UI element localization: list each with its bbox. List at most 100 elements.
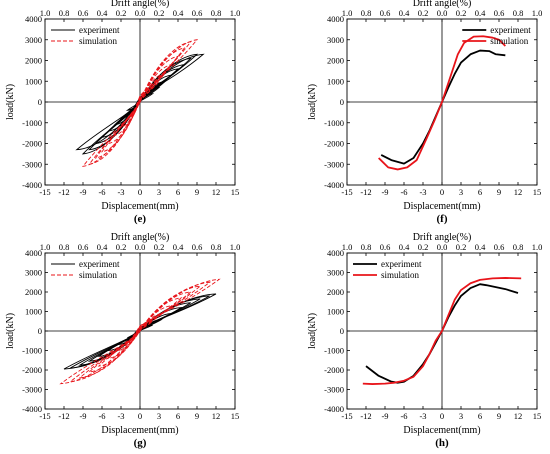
y-axis-title: load(kN) xyxy=(5,313,16,349)
y-tick-label: 3000 xyxy=(327,268,344,278)
y-tick-label: -2000 xyxy=(22,365,42,375)
legend-label: experiment xyxy=(381,259,422,269)
y-tick-label: 3000 xyxy=(327,35,344,45)
top-tick-label: 0.8 xyxy=(513,242,524,252)
x-tick-label: 3 xyxy=(459,411,463,421)
top-axis-title: Drift angle(%) xyxy=(413,0,472,9)
simulation-cycle xyxy=(81,39,199,167)
x-axis-title: Displacement(mm) xyxy=(403,425,480,436)
y-tick-label: -2000 xyxy=(324,139,344,149)
panel-e: -15 -12 -9 -6 -3 0 3 6 9 12 15 1.0 0.8 0.6 0.4 0.2 0.0 0.… xyxy=(5,0,240,225)
x-tick-label: -6 xyxy=(400,187,407,197)
experiment-line xyxy=(380,49,506,165)
data-layer xyxy=(75,39,205,167)
y-tick-label: 4000 xyxy=(327,248,344,258)
y-tick-label: 1000 xyxy=(327,307,344,317)
x-tick-label: -12 xyxy=(58,187,69,197)
y-tick-label: 2000 xyxy=(25,287,42,297)
panel-caption: (f) xyxy=(437,213,448,225)
top-tick-label: 0.0 xyxy=(437,8,448,18)
y-tick-label: 0 xyxy=(38,326,42,336)
x-tick-label: 9 xyxy=(497,411,501,421)
x-tick-label: -3 xyxy=(117,411,124,421)
x-tick-label: 6 xyxy=(478,411,482,421)
top-tick-label: 1.0 xyxy=(342,8,353,18)
y-tick-label: 3000 xyxy=(25,268,42,278)
y-tick-label: -1000 xyxy=(22,118,42,128)
top-tick-label: 0.8 xyxy=(211,242,222,252)
top-tick-label: 0.4 xyxy=(173,8,184,18)
y-axis-title: load(kN) xyxy=(5,84,16,120)
y-tick-label: 1000 xyxy=(25,307,42,317)
top-tick-label: 1.0 xyxy=(40,8,51,18)
top-tick-label: 1.0 xyxy=(342,242,353,252)
panel-caption: (g) xyxy=(134,437,147,449)
x-tick-label: 6 xyxy=(176,411,180,421)
y-tick-label: -2000 xyxy=(324,365,344,375)
data-layer xyxy=(378,35,506,171)
x-tick-label: -6 xyxy=(98,187,105,197)
y-tick-label: 1000 xyxy=(327,76,344,86)
legend-label: experiment xyxy=(79,25,120,35)
x-tick-label: 0 xyxy=(440,187,444,197)
x-tick-label: 12 xyxy=(514,411,523,421)
top-tick-label: 1.0 xyxy=(230,242,241,252)
y-tick-label: -4000 xyxy=(22,404,42,414)
x-tick-label: 0 xyxy=(138,411,142,421)
x-tick-label: -12 xyxy=(58,411,69,421)
top-tick-label: 0.6 xyxy=(192,8,203,18)
top-tick-label: 0.8 xyxy=(361,242,372,252)
y-tick-label: -4000 xyxy=(22,180,42,190)
x-tick-label: 12 xyxy=(514,187,523,197)
x-tick-label: -12 xyxy=(360,187,371,197)
x-tick-label: -15 xyxy=(39,187,50,197)
x-tick-label: -12 xyxy=(360,411,371,421)
top-tick-label: 0.8 xyxy=(211,8,222,18)
simulation-cycle xyxy=(88,41,192,165)
legend-label: simulation xyxy=(490,36,528,46)
x-tick-label: 12 xyxy=(212,411,221,421)
y-tick-label: 4000 xyxy=(25,248,42,258)
panel-g: -15 -12 -9 -6 -3 0 3 6 9 12 15 1.0 0.8 0.6 0.4 0.2 0.0 0.… xyxy=(5,232,240,449)
top-tick-label: 0.4 xyxy=(399,8,410,18)
top-tick-label: 0.4 xyxy=(173,242,184,252)
top-tick-label: 0.2 xyxy=(154,8,165,18)
y-tick-label: 4000 xyxy=(327,14,344,24)
y-axis-title: load(kN) xyxy=(307,84,318,120)
x-tick-label: 12 xyxy=(212,187,221,197)
top-tick-label: 1.0 xyxy=(532,242,543,252)
x-tick-label: 15 xyxy=(231,411,240,421)
x-tick-label: -15 xyxy=(341,187,352,197)
y-tick-label: 2000 xyxy=(327,56,344,66)
x-tick-label: 6 xyxy=(176,187,180,197)
x-tick-label: -3 xyxy=(419,411,426,421)
top-axis-title: Drift angle(%) xyxy=(111,0,170,9)
simulation-line xyxy=(362,277,522,385)
x-tick-label: 9 xyxy=(497,187,501,197)
y-tick-label: -3000 xyxy=(324,385,344,395)
x-tick-label: 15 xyxy=(533,411,542,421)
top-tick-label: 0.2 xyxy=(154,242,165,252)
x-tick-label: 3 xyxy=(157,187,161,197)
top-tick-label: 0.2 xyxy=(456,8,467,18)
x-tick-label: 15 xyxy=(533,187,542,197)
y-tick-label: 4000 xyxy=(25,14,42,24)
simulation-cycle xyxy=(59,278,221,385)
top-tick-label: 1.0 xyxy=(230,8,241,18)
top-tick-label: 0.6 xyxy=(78,8,89,18)
top-tick-label: 0.4 xyxy=(97,242,108,252)
panel-caption: (e) xyxy=(134,213,147,225)
top-tick-label: 0.2 xyxy=(116,242,127,252)
legend-label: simulation xyxy=(79,36,117,46)
legend-label: simulation xyxy=(381,270,419,280)
top-tick-label: 0.6 xyxy=(494,8,505,18)
simulation-line xyxy=(378,35,506,171)
y-tick-label: -3000 xyxy=(22,159,42,169)
x-tick-label: -3 xyxy=(117,187,124,197)
x-tick-label: 3 xyxy=(157,411,161,421)
top-tick-label: 0.6 xyxy=(192,242,203,252)
y-tick-label: 0 xyxy=(340,326,344,336)
